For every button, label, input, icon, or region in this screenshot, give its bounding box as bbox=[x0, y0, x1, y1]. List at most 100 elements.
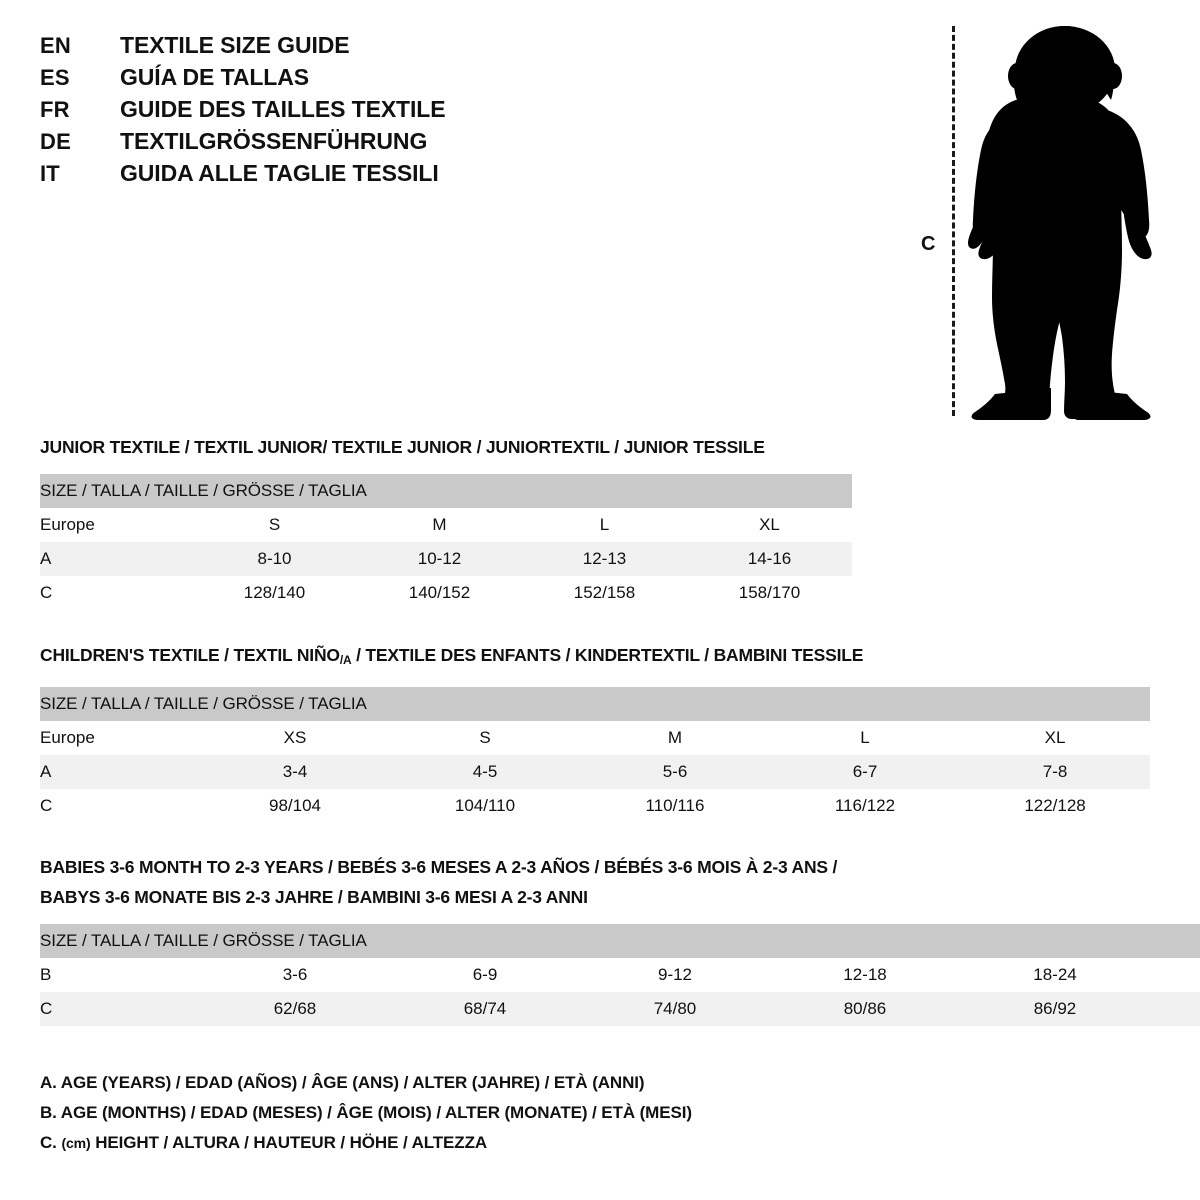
table-row: Europe XS S M L XL bbox=[40, 721, 1151, 755]
title-text-fr: GUIDE DES TAILLES TEXTILE bbox=[120, 96, 446, 122]
table-cell: 152/158 bbox=[522, 576, 687, 610]
height-dashed-line bbox=[952, 26, 955, 416]
toddler-silhouette-icon bbox=[968, 26, 1152, 420]
title-text-es: GUÍA DE TALLAS bbox=[120, 64, 309, 90]
title-lang-en: EN bbox=[40, 33, 71, 58]
table-cell: 104/110 bbox=[390, 789, 580, 823]
section-heading-junior: JUNIOR TEXTILE / TEXTIL JUNIOR/ TEXTILE … bbox=[40, 437, 765, 457]
row-label: A bbox=[40, 542, 192, 576]
row-label: C bbox=[40, 789, 200, 823]
table-row: B 3-6 6-9 9-12 12-18 18-24 24-36 bbox=[40, 958, 1200, 992]
height-figure-block: C bbox=[905, 18, 1185, 420]
row-label: C bbox=[40, 992, 200, 1026]
title-text-en: TEXTILE SIZE GUIDE bbox=[120, 32, 350, 58]
table-cell: 14-16 bbox=[687, 542, 852, 576]
table-row: A 8-10 10-12 12-13 14-16 bbox=[40, 542, 852, 576]
row-label: C bbox=[40, 576, 192, 610]
band-header-label: SIZE / TALLA / TAILLE / GRÖSSE / TAGLIA bbox=[40, 687, 1151, 721]
section-heading-children: CHILDREN'S TEXTILE / TEXTIL NIÑO/A / TEX… bbox=[40, 640, 1150, 675]
table-cell: 3-6 bbox=[200, 958, 390, 992]
table-cell: XL bbox=[687, 508, 852, 542]
table-cell: 68/74 bbox=[390, 992, 580, 1026]
table-cell: 7-8 bbox=[960, 755, 1151, 789]
table-row: A 3-4 4-5 5-6 6-7 7-8 bbox=[40, 755, 1151, 789]
table-cell: 110/116 bbox=[580, 789, 770, 823]
title-row-it: IT GUIDA ALLE TAGLIE TESSILI bbox=[40, 160, 560, 192]
table-cell: 92/98 bbox=[1150, 992, 1200, 1026]
legend-line-b: B. AGE (MONTHS) / EDAD (MESES) / ÂGE (MO… bbox=[40, 1103, 692, 1122]
section-childrens-textile: CHILDREN'S TEXTILE / TEXTIL NIÑO/A / TEX… bbox=[40, 640, 1151, 823]
section-heading-children-sub: /A bbox=[339, 653, 352, 667]
table-cell: L bbox=[522, 508, 687, 542]
table-cell: 62/68 bbox=[200, 992, 390, 1026]
table-cell: 12-13 bbox=[522, 542, 687, 576]
table-row: C 98/104 104/110 110/116 116/122 122/128 bbox=[40, 789, 1151, 823]
row-label: B bbox=[40, 958, 200, 992]
legend-line-c-cm: (cm) bbox=[61, 1135, 91, 1151]
table-cell: 86/92 bbox=[960, 992, 1150, 1026]
row-label: A bbox=[40, 755, 200, 789]
table-cell: 74/80 bbox=[580, 992, 770, 1026]
table-cell: 116/122 bbox=[770, 789, 960, 823]
table-cell: 9-12 bbox=[580, 958, 770, 992]
table-cell: 6-7 bbox=[770, 755, 960, 789]
title-row-fr: FR GUIDE DES TAILLES TEXTILE bbox=[40, 96, 560, 128]
table-cell: 10-12 bbox=[357, 542, 522, 576]
legend-line-a: A. AGE (YEARS) / EDAD (AÑOS) / ÂGE (ANS)… bbox=[40, 1073, 645, 1092]
table-band-header-row: SIZE / TALLA / TAILLE / GRÖSSE / TAGLIA bbox=[40, 687, 1151, 721]
table-cell: S bbox=[192, 508, 357, 542]
table-cell: 6-9 bbox=[390, 958, 580, 992]
row-label: Europe bbox=[40, 508, 192, 542]
table-row: C 128/140 140/152 152/158 158/170 bbox=[40, 576, 852, 610]
table-cell: 98/104 bbox=[200, 789, 390, 823]
table-cell: 24-36 bbox=[1150, 958, 1200, 992]
title-lang-fr: FR bbox=[40, 97, 70, 122]
babies-size-table: SIZE / TALLA / TAILLE / GRÖSSE / TAGLIA … bbox=[40, 924, 1200, 1026]
table-cell: L bbox=[770, 721, 960, 755]
table-row: Europe S M L XL bbox=[40, 508, 852, 542]
section-heading-babies-line2: BABYS 3-6 MONATE BIS 2-3 JAHRE / BAMBINI… bbox=[40, 887, 588, 907]
title-row-de: DE TEXTILGRÖSSENFÜHRUNG bbox=[40, 128, 560, 160]
table-band-header-row: SIZE / TALLA / TAILLE / GRÖSSE / TAGLIA bbox=[40, 924, 1200, 958]
section-junior-textile: JUNIOR TEXTILE / TEXTIL JUNIOR/ TEXTILE … bbox=[40, 432, 852, 610]
band-header-label: SIZE / TALLA / TAILLE / GRÖSSE / TAGLIA bbox=[40, 924, 1200, 958]
section-heading-babies-line1: BABIES 3-6 MONTH TO 2-3 YEARS / BEBÉS 3-… bbox=[40, 857, 838, 877]
junior-size-table: SIZE / TALLA / TAILLE / GRÖSSE / TAGLIA … bbox=[40, 474, 852, 610]
title-row-en: EN TEXTILE SIZE GUIDE bbox=[40, 32, 560, 64]
legend-line-c-pre: C. bbox=[40, 1133, 62, 1152]
children-size-table: SIZE / TALLA / TAILLE / GRÖSSE / TAGLIA … bbox=[40, 687, 1151, 823]
table-cell: 18-24 bbox=[960, 958, 1150, 992]
table-cell: 158/170 bbox=[687, 576, 852, 610]
legend-block: A. AGE (YEARS) / EDAD (AÑOS) / ÂGE (ANS)… bbox=[40, 1068, 692, 1158]
legend-line-c-post: HEIGHT / ALTURA / HAUTEUR / HÖHE / ALTEZ… bbox=[90, 1133, 488, 1152]
table-cell: 80/86 bbox=[770, 992, 960, 1026]
title-row-es: ES GUÍA DE TALLAS bbox=[40, 64, 560, 96]
table-cell: 3-4 bbox=[200, 755, 390, 789]
table-cell: 5-6 bbox=[580, 755, 770, 789]
table-row: C 62/68 68/74 74/80 80/86 86/92 92/98 bbox=[40, 992, 1200, 1026]
row-label: Europe bbox=[40, 721, 200, 755]
table-cell: XL bbox=[960, 721, 1151, 755]
title-text-it: GUIDA ALLE TAGLIE TESSILI bbox=[120, 160, 439, 186]
title-lang-es: ES bbox=[40, 65, 70, 90]
table-cell: 122/128 bbox=[960, 789, 1151, 823]
table-cell: 128/140 bbox=[192, 576, 357, 610]
section-heading-children-post: / TEXTILE DES ENFANTS / KINDERTEXTIL / B… bbox=[351, 645, 864, 665]
table-cell: S bbox=[390, 721, 580, 755]
height-marker-label: C bbox=[921, 233, 936, 255]
title-lang-it: IT bbox=[40, 161, 60, 186]
legend-line-c: C. (cm) HEIGHT / ALTURA / HAUTEUR / HÖHE… bbox=[40, 1128, 692, 1158]
table-cell: 4-5 bbox=[390, 755, 580, 789]
table-cell: XS bbox=[200, 721, 390, 755]
title-lang-de: DE bbox=[40, 129, 71, 154]
table-band-header-row: SIZE / TALLA / TAILLE / GRÖSSE / TAGLIA bbox=[40, 474, 852, 508]
table-cell: 140/152 bbox=[357, 576, 522, 610]
size-guide-title-block: EN TEXTILE SIZE GUIDE ES GUÍA DE TALLAS … bbox=[40, 32, 560, 192]
table-cell: M bbox=[357, 508, 522, 542]
band-header-label: SIZE / TALLA / TAILLE / GRÖSSE / TAGLIA bbox=[40, 474, 852, 508]
table-cell: M bbox=[580, 721, 770, 755]
table-cell: 12-18 bbox=[770, 958, 960, 992]
table-cell: 8-10 bbox=[192, 542, 357, 576]
section-babies-textile: BABIES 3-6 MONTH TO 2-3 YEARS / BEBÉS 3-… bbox=[40, 852, 1200, 1026]
section-heading-children-pre: CHILDREN'S TEXTILE / TEXTIL NIÑO bbox=[40, 645, 340, 665]
